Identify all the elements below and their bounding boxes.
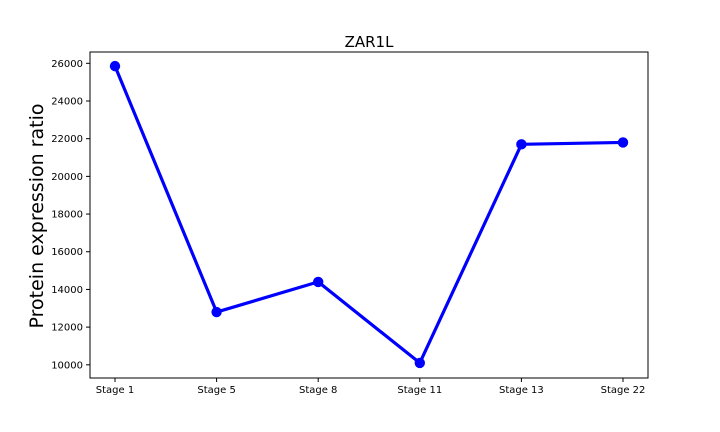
data-point (109, 60, 121, 72)
x-tick-label: Stage 22 (601, 385, 646, 396)
y-tick-label: 22000 (51, 134, 83, 145)
y-tick-label: 14000 (51, 285, 83, 296)
data-point (617, 137, 629, 148)
y-tick-label: 12000 (51, 323, 83, 334)
series-line (113, 64, 625, 365)
y-tick-label: 10000 (51, 360, 83, 371)
y-tick-label: 20000 (51, 172, 83, 183)
x-tick-label: Stage 5 (197, 385, 235, 396)
x-tick-label: Stage 8 (299, 385, 337, 396)
plot-area-frame (89, 51, 649, 379)
data-point (211, 306, 222, 318)
data-point (516, 139, 527, 150)
series-group (109, 60, 629, 369)
y-tick-label: 16000 (51, 247, 83, 258)
data-point (313, 276, 324, 288)
chart-title: ZAR1L (345, 33, 395, 51)
y-tick-label: 18000 (51, 210, 83, 221)
x-axis: Stage 1 Stage 5 Stage 8 Stage 11 Stage 13 Sta… (96, 378, 646, 396)
y-tick-label: 26000 (51, 59, 83, 70)
x-tick-label: Stage 13 (499, 385, 544, 396)
y-tick-label: 24000 (51, 96, 83, 107)
y-axis-label: Protein expression ratio (26, 104, 48, 329)
x-tick-label: Stage 1 (96, 385, 134, 396)
data-point (414, 357, 425, 369)
y-axis: 10000 12000 14000 16000 18000 20000 22000 24000… (51, 59, 90, 371)
x-tick-label: Stage 11 (397, 385, 442, 396)
